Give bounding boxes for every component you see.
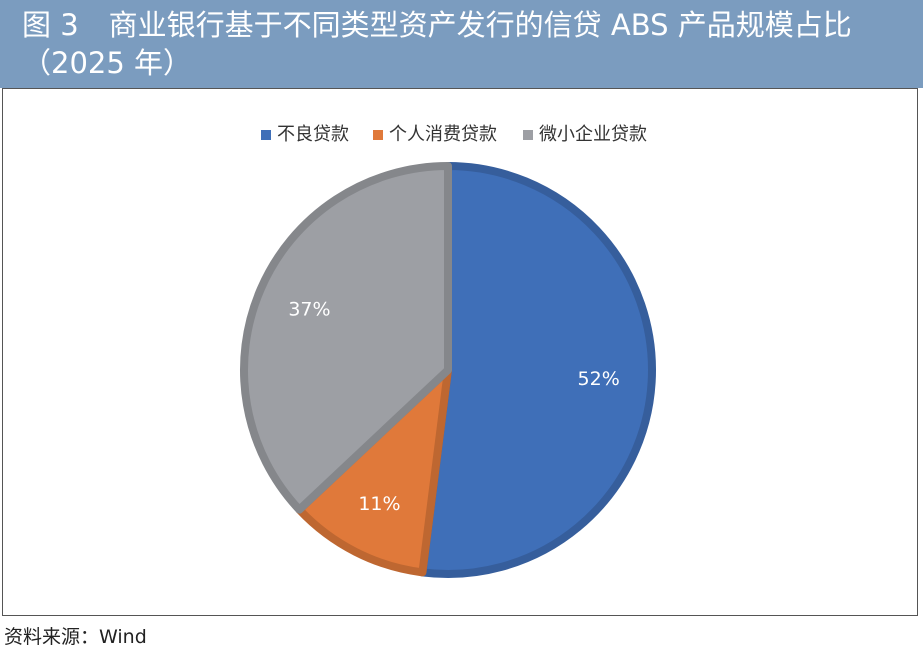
- source-note: 资料来源：Wind: [4, 626, 147, 648]
- legend-label: 不良贷款: [277, 124, 349, 145]
- legend-label: 个人消费贷款: [389, 124, 497, 145]
- figure-label: 图 3: [22, 8, 79, 42]
- header: 图 3 商业银行基于不同类型资产发行的信贷 ABS 产品规模占比（2025 年）: [0, 0, 923, 88]
- legend-swatch: [261, 130, 271, 140]
- data-label: 52%: [578, 368, 620, 390]
- pie-slice: [418, 162, 656, 578]
- legend-label: 微小企业贷款: [539, 124, 647, 145]
- legend-swatch: [373, 130, 383, 140]
- pie-slice: [295, 366, 452, 577]
- pie-slice: [240, 162, 452, 514]
- data-label: 37%: [288, 299, 330, 321]
- chart-frame: 不良贷款 个人消费贷款 微小企业贷款 52% 11% 37%: [2, 88, 918, 616]
- data-label: 11%: [358, 493, 400, 515]
- chart-title: 商业银行基于不同类型资产发行的信贷 ABS 产品规模占比（2025 年）: [22, 8, 852, 80]
- legend-swatch: [523, 130, 533, 140]
- chart: 不良贷款 个人消费贷款 微小企业贷款 52% 11% 37%: [240, 124, 656, 578]
